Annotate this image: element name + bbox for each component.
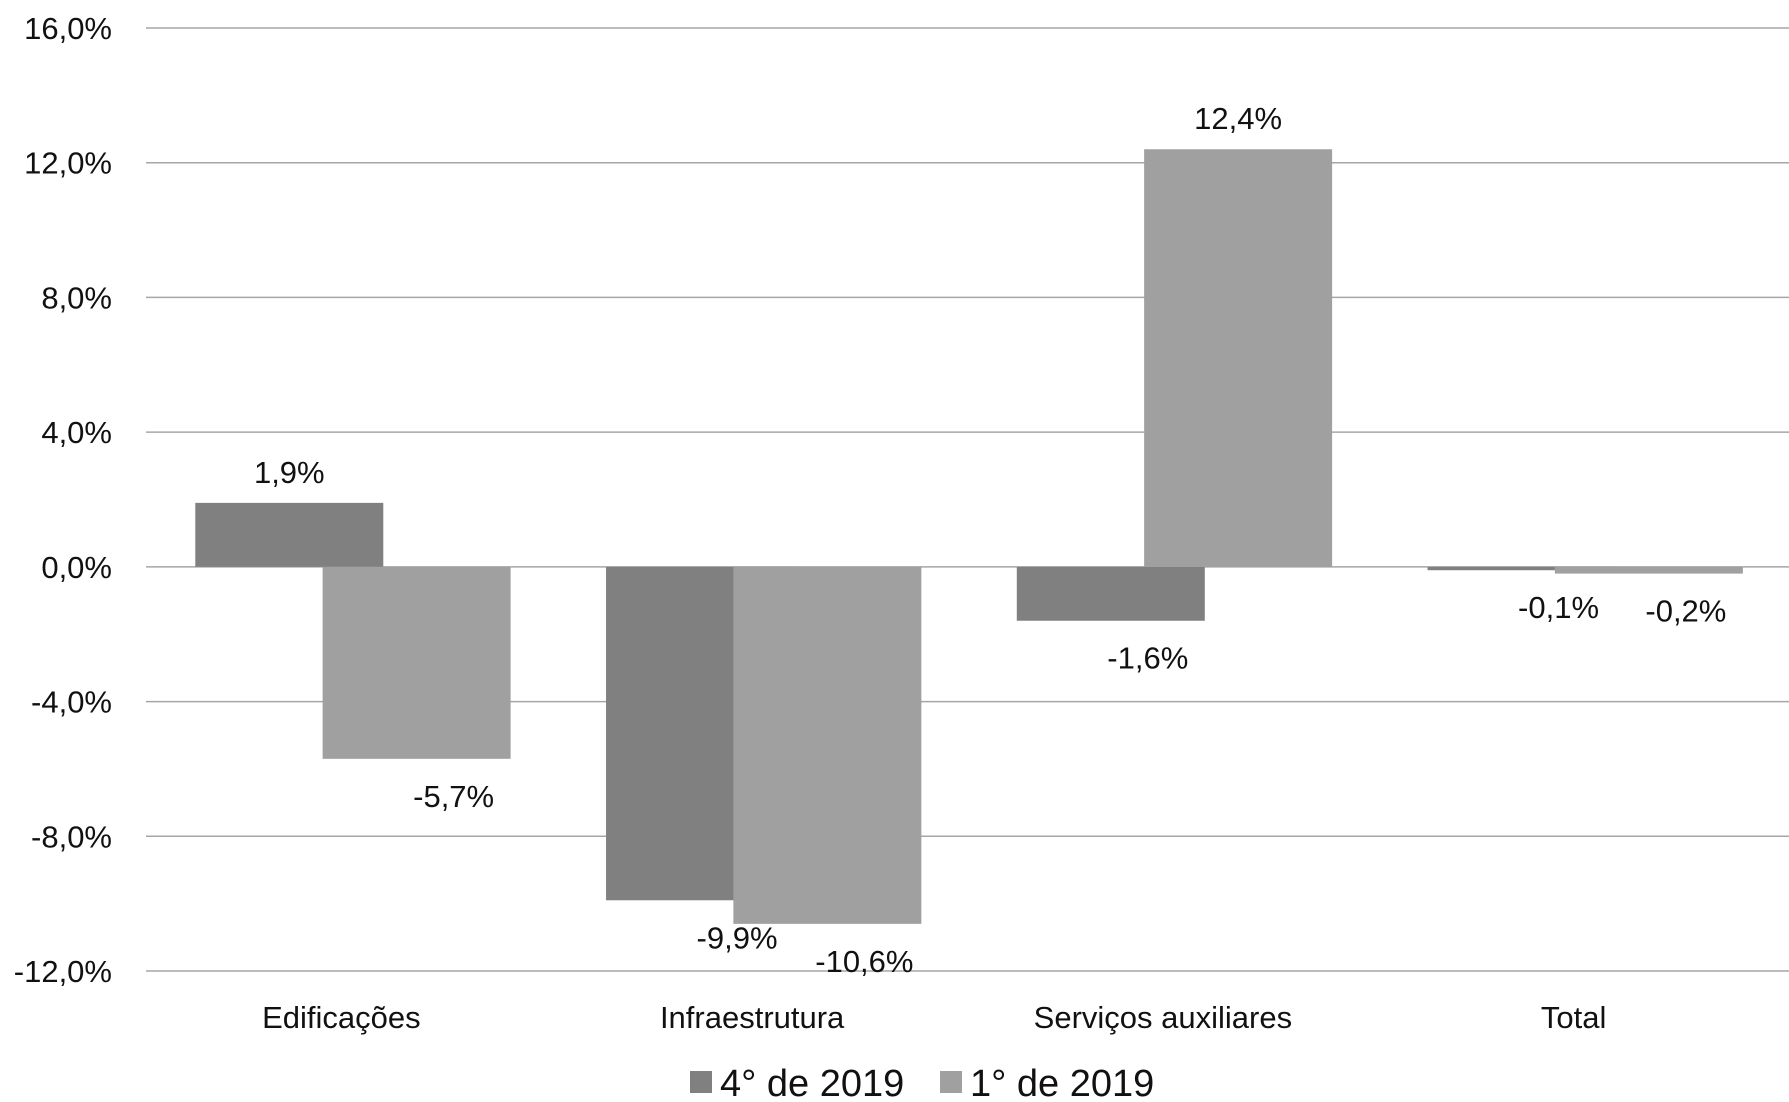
y-tick-label: 8,0% bbox=[41, 280, 112, 315]
bar bbox=[1144, 149, 1333, 567]
bar bbox=[1427, 566, 1616, 571]
y-tick-label: 4,0% bbox=[41, 415, 112, 450]
data-labels: 1,9% -5,7% -9,9% -10,6% -1,6% 12,4% -0,1% -0,2% bbox=[254, 101, 1726, 979]
data-label: 12,4% bbox=[1194, 101, 1282, 136]
data-label: 1,9% bbox=[254, 455, 325, 490]
legend-label: 1° de 2019 bbox=[970, 1063, 1154, 1102]
data-label: -10,6% bbox=[815, 944, 913, 979]
bar bbox=[1016, 566, 1205, 621]
x-tick-label: Total bbox=[1541, 1000, 1606, 1035]
bar bbox=[322, 566, 511, 759]
bars bbox=[195, 149, 1743, 924]
y-tick-label: 16,0% bbox=[24, 11, 112, 46]
data-label: -0,1% bbox=[1518, 590, 1599, 625]
legend: 4° de 2019 1° de 2019 bbox=[690, 1063, 1154, 1102]
bar bbox=[1554, 566, 1743, 574]
x-tick-label: Serviços auxiliares bbox=[1034, 1000, 1292, 1035]
bar bbox=[195, 502, 384, 567]
data-label: -0,2% bbox=[1645, 594, 1726, 629]
y-axis: 16,0% 12,0% 8,0% 4,0% 0,0% -4,0% -8,0% -12,0% bbox=[14, 11, 112, 989]
legend-swatch bbox=[690, 1071, 712, 1093]
x-tick-label: Infraestrutura bbox=[660, 1000, 845, 1035]
legend-swatch bbox=[940, 1071, 962, 1093]
data-label: -9,9% bbox=[697, 920, 778, 955]
legend-label: 4° de 2019 bbox=[720, 1063, 904, 1102]
x-axis: Edificações Infraestrutura Serviços auxili… bbox=[262, 1000, 1606, 1035]
y-tick-label: -4,0% bbox=[31, 685, 112, 720]
y-tick-label: 12,0% bbox=[24, 146, 112, 181]
y-tick-label: -12,0% bbox=[14, 954, 112, 989]
data-label: -1,6% bbox=[1107, 641, 1188, 676]
y-tick-label: -8,0% bbox=[31, 819, 112, 854]
x-tick-label: Edificações bbox=[262, 1000, 421, 1035]
bar bbox=[733, 566, 922, 924]
data-label: -5,7% bbox=[413, 779, 494, 814]
y-tick-label: 0,0% bbox=[41, 550, 112, 585]
gridlines bbox=[146, 27, 1789, 972]
